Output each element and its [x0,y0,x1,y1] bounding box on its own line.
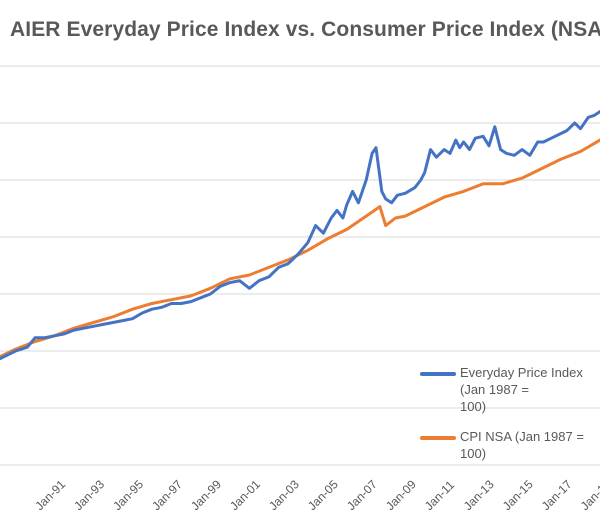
x-tick-label: Jan-91 [32,477,68,513]
legend: Everyday Price Index (Jan 1987 = 100) CP… [420,364,600,462]
legend-label-everyday-line1: Everyday Price Index (Jan 1987 = [460,365,583,397]
series-lines [0,110,600,361]
legend-swatch-blue [420,372,456,376]
series-line-cpi-nsa [0,138,600,359]
x-tick-label: Jan-19 [578,477,600,513]
legend-item-cpi-nsa: CPI NSA (Jan 1987 = 100) [420,428,600,462]
x-tick-label: Jan-07 [344,477,380,513]
gridlines [0,65,600,409]
x-tick-label: Jan-17 [539,477,575,513]
x-tick-label: Jan-03 [266,477,302,513]
x-tick-label: Jan-09 [383,477,419,513]
x-tick-label: Jan-11 [422,478,457,513]
x-tick-label: Jan-93 [71,477,107,513]
legend-swatch-orange [420,436,456,440]
x-tick-label: Jan-99 [188,477,224,513]
x-tick-label: Jan-01 [227,477,263,513]
chart-title: AIER Everyday Price Index vs. Consumer P… [10,18,600,41]
x-tick-label: Jan-15 [500,477,536,513]
legend-label-cpi: CPI NSA (Jan 1987 = 100) [460,429,584,461]
x-tick-label: Jan-05 [305,477,341,513]
x-tick-label: Jan-13 [461,477,497,513]
x-tick-label: Jan-95 [110,477,146,513]
legend-item-everyday-price-index: Everyday Price Index (Jan 1987 = 100) [420,364,600,415]
x-tick-label: Jan-97 [149,477,185,513]
legend-label-everyday-line2: 100) [460,399,487,414]
series-line-everyday-price-index [0,110,600,361]
x-axis: Jan-91 Jan-93 Jan-95 Jan-97 Jan-99 Jan-01 Jan-… [0,464,600,513]
